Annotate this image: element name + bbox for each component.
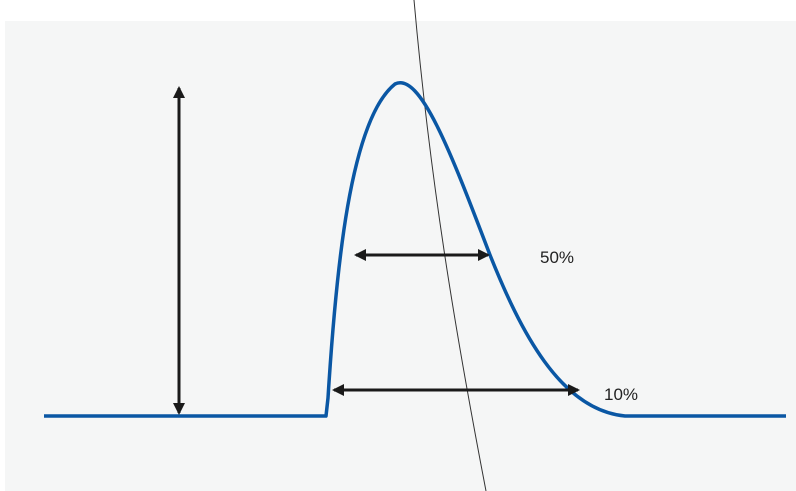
half-width-label: 50%: [540, 248, 574, 267]
tenth-width-label: 10%: [604, 385, 638, 404]
pulse-curve: [44, 81, 786, 418]
